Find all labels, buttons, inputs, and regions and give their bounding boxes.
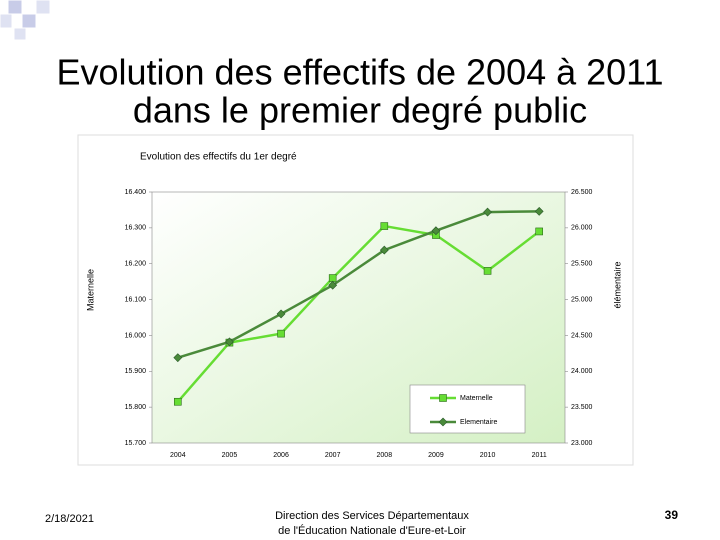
data-point xyxy=(174,397,182,406)
x-tick-label: 2004 xyxy=(170,452,186,459)
data-point xyxy=(380,222,389,230)
chart-title: Evolution des effectifs du 1er degré xyxy=(140,152,297,163)
data-point xyxy=(277,329,285,338)
date: 2/18/2021 xyxy=(45,513,94,525)
legend-box xyxy=(409,384,526,434)
data-point xyxy=(431,226,441,236)
data-point xyxy=(276,309,286,319)
y-tick-label: 15.900 xyxy=(125,368,147,375)
slide-title: Evolution des effectifs de 2004 à 2011 xyxy=(56,52,663,93)
x-tick-label: 2009 xyxy=(428,452,444,459)
y-tick-label: 16.300 xyxy=(125,225,147,232)
data-point xyxy=(173,353,183,363)
footer: Direction des Services Départementaux xyxy=(275,510,469,522)
legend-marker xyxy=(439,394,447,402)
y-tick-label: 15.700 xyxy=(125,440,147,447)
y2-tick-label: 24.500 xyxy=(571,332,593,339)
y2-axis-label: élémentaire xyxy=(612,261,622,308)
y2-tick-label: 26.000 xyxy=(571,225,593,232)
y2-tick-label: 25.500 xyxy=(571,261,593,268)
decoration xyxy=(0,0,51,41)
y2-tick-label: 24.000 xyxy=(571,368,593,375)
series-line xyxy=(177,210,540,359)
data-point xyxy=(535,227,543,236)
series-line xyxy=(176,224,540,403)
footer: de l'Éducation Nationale d'Eure-et-Loir xyxy=(278,524,466,537)
y-tick-label: 15.800 xyxy=(125,404,147,411)
page-number: 39 xyxy=(665,508,679,522)
y-tick-label: 16.100 xyxy=(125,296,147,303)
y-tick-label: 16.200 xyxy=(125,261,147,268)
x-tick-label: 2010 xyxy=(480,452,496,459)
data-point xyxy=(483,207,492,217)
y2-tick-label: 23.000 xyxy=(571,440,593,447)
legend-label: Maternelle xyxy=(460,395,493,402)
y2-tick-label: 25.000 xyxy=(571,296,593,303)
x-tick-label: 2006 xyxy=(273,452,289,459)
y2-tick-label: 23.500 xyxy=(571,404,593,411)
y-axis-label: Maternelle xyxy=(85,269,95,311)
y2-tick-label: 26.500 xyxy=(571,189,593,196)
y-tick-label: 16.000 xyxy=(125,332,147,339)
data-point xyxy=(534,206,544,216)
data-point xyxy=(225,337,234,347)
data-point xyxy=(483,267,492,275)
x-tick-label: 2005 xyxy=(222,452,238,459)
x-tick-label: 2011 xyxy=(532,452,547,459)
legend-label: Elementaire xyxy=(460,419,497,426)
x-tick-label: 2007 xyxy=(325,452,341,459)
x-tick-label: 2008 xyxy=(377,452,393,459)
data-point xyxy=(328,280,338,290)
data-point xyxy=(328,274,337,282)
slide-title: dans le premier degré public xyxy=(133,90,587,131)
legend-marker xyxy=(438,417,448,427)
y-tick-label: 16.400 xyxy=(125,189,147,196)
data-point xyxy=(379,245,389,255)
